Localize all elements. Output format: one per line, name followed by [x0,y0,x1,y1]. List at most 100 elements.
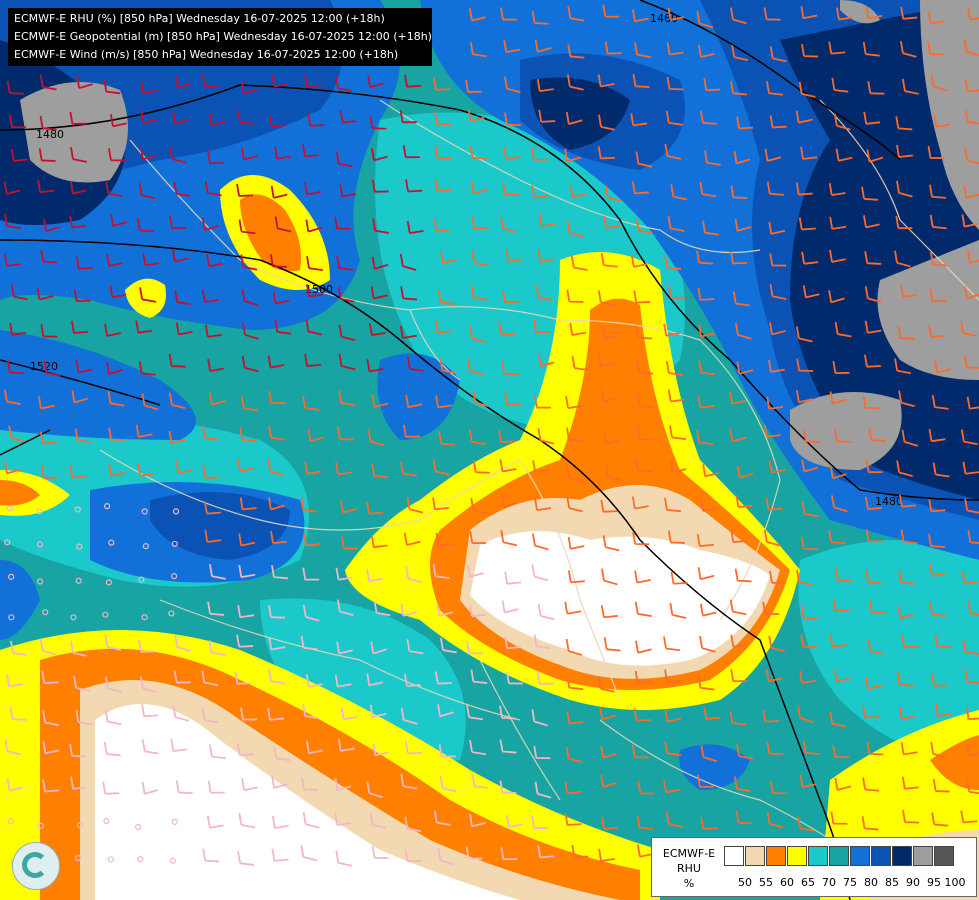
wind-barb [828,290,845,304]
wind-barb [304,461,322,475]
wind-barb [828,530,846,544]
wind-barb [537,428,555,445]
wind-barb [173,181,191,197]
wind-barb [600,499,618,513]
wind-barb [338,390,355,407]
wind-barb [829,249,846,263]
wind-barb [307,113,325,127]
wind-barb [636,359,654,375]
wind-barb [307,429,325,443]
wind-barb [467,358,484,376]
wind-barb [467,109,485,123]
wind-barb [933,114,951,128]
wind-barb [73,675,90,692]
wind-barb [769,284,787,300]
wind-barb [730,251,747,265]
wind-barb [503,147,521,161]
wind-barb [237,458,255,472]
wind-barb [108,427,126,441]
wind-barb [472,390,490,408]
wind-barb-calm [108,539,115,546]
wind-barb [203,501,221,515]
wind-barb [901,635,919,649]
wind-barb [632,74,650,88]
wind-barb [769,115,787,129]
wind-barb [730,7,747,25]
legend-tick-label: 70 [822,876,836,889]
wind-barb [897,605,915,619]
wind-barb [698,44,715,58]
wind-barb [900,529,918,545]
wind-barb-calm [168,610,175,617]
wind-barb [237,851,255,866]
wind-barb [669,602,687,619]
wind-barb [504,636,522,650]
wind-barb [208,392,226,406]
wind-barb [763,424,781,438]
wind-barbs [3,4,979,867]
wind-barb [201,670,219,687]
contour-label: 1460 [650,12,678,25]
wind-barb [699,635,716,653]
wind-barb [801,501,819,518]
wind-barb [828,183,846,197]
wind-barb [666,42,684,56]
legend-swatch [724,846,744,866]
wind-barb [730,81,747,96]
wind-barb [306,256,324,271]
wind-barb [370,535,388,549]
rh-60-area [240,194,301,272]
wind-barb [929,184,946,199]
wind-barb [69,743,87,758]
wind-barb [901,776,919,790]
wind-barb [269,254,287,268]
wind-barb [868,428,886,442]
wind-barb [733,151,751,165]
wind-barb [862,705,880,719]
wind-barb [829,466,847,480]
wind-barb [565,395,583,410]
wind-barb-calm [171,818,178,825]
wind-barb-calm [75,854,82,862]
wind-barb [207,358,225,372]
wind-barb [566,711,584,725]
wind-barb [338,354,356,371]
wind-barb [472,460,490,474]
wind-barb [471,251,489,266]
wind-barb [566,427,584,442]
wind-barb [71,390,89,404]
wind-barb [865,460,883,474]
wind-barb [766,181,784,196]
wind-barb [965,707,979,721]
wind-barb [928,324,946,338]
wind-barb [699,181,717,198]
wind-barb [799,774,817,788]
wind-barb [829,634,847,648]
wind-barb [501,600,519,614]
wind-barb [3,181,21,195]
wind-barb [174,75,192,89]
rh-95-area [790,392,902,470]
wind-barb [734,218,752,232]
wind-barb [103,79,121,95]
wind-barb [729,599,747,616]
wind-barb [207,780,225,794]
wind-barb-calm [141,614,148,621]
wind-barb [402,424,420,438]
wind-barb [932,778,950,793]
wind-barb [736,465,754,479]
wind-barb [404,741,422,755]
wind-barb [271,815,289,829]
wind-barb [698,360,716,376]
wind-barb [6,80,24,95]
wind-barb [400,461,417,477]
wind-barb [899,494,916,508]
wind-barb [603,637,621,652]
wind-barb [434,320,452,334]
wind-barb [400,603,417,617]
wind-barb [500,847,518,861]
wind-barb [37,180,55,194]
wind-barb [341,536,358,550]
header-line-geopotential: ECMWF-E Geopotential (m) [850 hPa] Wedne… [14,30,432,43]
wind-barb [897,325,915,340]
